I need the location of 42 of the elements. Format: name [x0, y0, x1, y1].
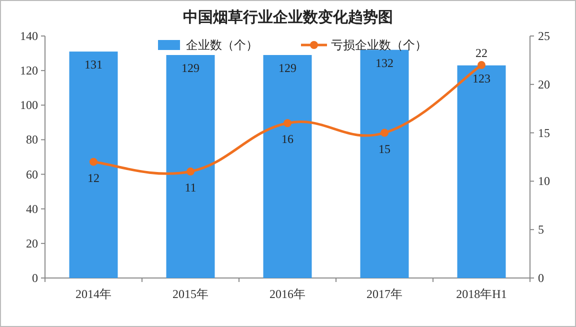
data-label: 131 — [84, 58, 102, 72]
point — [284, 119, 292, 128]
data-label: 129 — [182, 61, 200, 76]
bar — [166, 55, 215, 278]
point — [380, 128, 388, 137]
data-label: 123 — [472, 71, 490, 86]
bar — [457, 65, 506, 278]
y2-tick-label: 0 — [538, 271, 544, 285]
data-label: 22 — [476, 46, 488, 60]
y2-tick-label: 20 — [538, 77, 550, 92]
y-tick-label: 100 — [20, 98, 38, 112]
x-tick-label: 2017年 — [366, 287, 402, 301]
y-tick-label: 80 — [26, 132, 38, 147]
bar — [360, 50, 409, 278]
y2-tick-label: 15 — [538, 126, 550, 140]
data-label: 12 — [88, 170, 100, 185]
y-tick-label: 0 — [32, 271, 38, 285]
y-tick-label: 120 — [20, 64, 38, 78]
y-tick-label: 140 — [20, 29, 38, 43]
data-label: 11 — [184, 180, 196, 195]
y-tick-label: 40 — [26, 202, 38, 216]
y-tick-label: 60 — [26, 167, 38, 182]
point — [90, 158, 98, 166]
y2-tick-label: 25 — [538, 29, 550, 43]
y2-tick-label: 10 — [538, 174, 550, 188]
point — [478, 61, 486, 70]
x-tick-label: 2018年H1 — [456, 287, 507, 301]
data-label: 132 — [376, 56, 394, 70]
point — [186, 168, 194, 176]
legend-label: 亏损企业数（个） — [331, 38, 427, 52]
legend-label: 企业数（个） — [186, 38, 258, 52]
bar — [69, 52, 118, 278]
bar — [263, 55, 312, 278]
data-label: 16 — [282, 132, 294, 146]
x-tick-label: 2014年 — [76, 287, 112, 301]
y2-tick-label: 5 — [538, 222, 544, 237]
y-tick-label: 20 — [26, 236, 38, 250]
data-label: 15 — [378, 142, 390, 156]
chart-title: 中国烟草行业企业数变化趋势图 — [183, 8, 393, 26]
x-tick-label: 2016年 — [270, 287, 306, 301]
data-label: 129 — [278, 61, 296, 76]
x-tick-label: 2015年 — [172, 287, 208, 301]
